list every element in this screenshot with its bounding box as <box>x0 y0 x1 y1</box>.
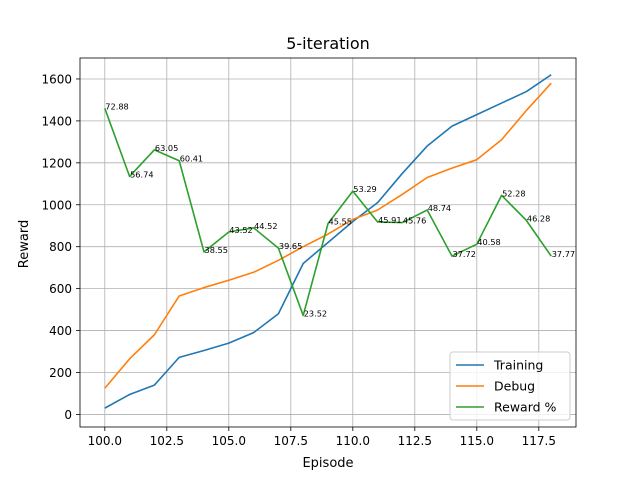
axes-layer <box>79 57 577 428</box>
data-label: 48.74 <box>428 203 451 213</box>
y-tick-label: 0 <box>64 408 72 422</box>
x-tick-label: 105.0 <box>212 434 246 448</box>
data-label: 56.74 <box>130 169 153 179</box>
x-tick-label: 107.5 <box>274 434 308 448</box>
x-tick-label: 115.0 <box>460 434 494 448</box>
legend-label: Training <box>493 358 543 373</box>
y-tick-label: 600 <box>49 282 72 296</box>
y-tick-label: 1200 <box>41 156 72 170</box>
plot-frame <box>79 57 577 428</box>
legend-label: Debug <box>494 379 535 394</box>
data-label: 23.52 <box>304 308 327 318</box>
x-axis-label: Episode <box>302 456 353 471</box>
data-label: 44.52 <box>254 221 277 231</box>
data-label: 45.91 <box>378 215 401 225</box>
y-tick-label: 1400 <box>41 114 72 128</box>
data-label: 60.41 <box>180 154 203 164</box>
ticks-layer: 100.0 102.5 105.0 107.5 110.0 112.5 115.0 117.5… <box>41 72 556 448</box>
data-label: 72.88 <box>105 101 128 111</box>
x-tick-label: 117.5 <box>522 434 556 448</box>
y-tick-label: 200 <box>49 366 72 380</box>
series-layer <box>104 74 552 409</box>
y-tick-label: 800 <box>49 240 72 254</box>
series-line-training <box>104 74 552 409</box>
data-label: 38.55 <box>205 245 228 255</box>
x-tick-label: 112.5 <box>398 434 432 448</box>
grid-layer <box>80 58 576 427</box>
legend-box <box>449 351 571 421</box>
series-line-reward <box>104 108 552 317</box>
data-label: 63.05 <box>155 143 178 153</box>
data-label: 37.77 <box>552 249 575 259</box>
x-tick-label: 102.5 <box>150 434 184 448</box>
legend: Training Debug Reward % <box>449 351 571 421</box>
data-label: 53.29 <box>353 184 376 194</box>
data-label: 39.65 <box>279 241 302 251</box>
data-label: 37.72 <box>453 249 476 259</box>
data-label: 46.28 <box>527 213 550 223</box>
x-tick-label: 110.0 <box>336 434 370 448</box>
legend-label: Reward % <box>494 400 557 415</box>
data-label: 43.52 <box>229 225 252 235</box>
y-tick-label: 1000 <box>41 198 72 212</box>
data-label: 52.28 <box>502 188 525 198</box>
data-label: 40.58 <box>477 237 500 247</box>
data-label: 45.55 <box>329 217 352 227</box>
x-tick-label: 100.0 <box>88 434 122 448</box>
y-tick-label: 400 <box>49 324 72 338</box>
data-label: 45.76 <box>403 216 426 226</box>
series-line-debug <box>104 82 552 389</box>
y-tick-label: 1600 <box>41 72 72 86</box>
chart-title: 5-iteration <box>286 34 370 53</box>
y-axis-label: Reward <box>17 220 32 268</box>
